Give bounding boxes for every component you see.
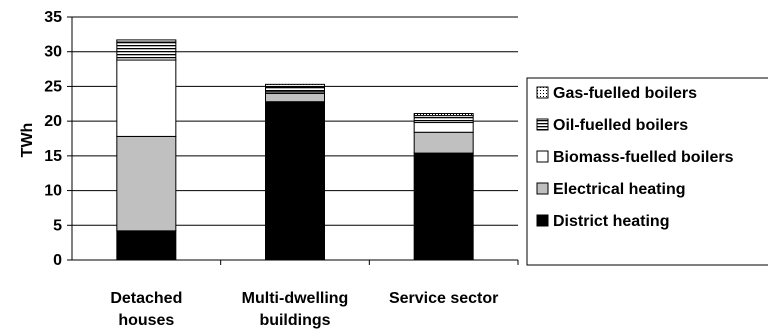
legend-label: Oil-fuelled boilers	[553, 117, 688, 134]
bar-segment	[265, 92, 325, 103]
legend-label: Gas-fuelled boilers	[553, 85, 697, 102]
legend-label: Biomass-fuelled boilers	[553, 149, 734, 166]
bar-segment	[265, 83, 325, 87]
bar-segment	[413, 113, 474, 117]
bar-segment	[116, 41, 177, 61]
legend-swatch	[536, 214, 549, 227]
y-tick-label: 25	[44, 78, 62, 95]
legend: Gas-fuelled boilers Oil-fuelled boilers Bi…	[526, 77, 768, 266]
legend-box	[526, 77, 768, 266]
legend-swatch	[536, 150, 549, 163]
bar-segment	[116, 135, 177, 232]
bar-segment	[413, 152, 474, 261]
bar-segment	[116, 39, 177, 43]
y-tick-label: 15	[44, 148, 62, 165]
x-tick-label: Multi-dwelling	[242, 290, 349, 307]
y-tick-label: 20	[44, 113, 62, 130]
legend-swatch	[536, 118, 549, 131]
y-tick-labels: 0 5 10 15 20 25 30 35	[44, 9, 62, 269]
bars	[116, 39, 474, 261]
x-tick-label: buildings	[259, 312, 330, 329]
legend-swatch	[536, 182, 549, 195]
y-tick-label: 0	[53, 252, 62, 269]
bar-segment	[116, 59, 177, 137]
x-tick-label: houses	[118, 312, 174, 329]
bar-segment	[413, 115, 474, 124]
legend-swatch	[536, 86, 549, 99]
bar-segment	[413, 122, 474, 133]
y-tick-label: 10	[44, 183, 62, 200]
x-tick-labels: Detached houses Multi-dwelling buildings Ser…	[110, 290, 498, 329]
y-tick-label: 5	[53, 217, 62, 234]
axes	[71, 17, 519, 265]
legend-label: Electrical heating	[553, 181, 686, 198]
bar-segment	[265, 85, 325, 93]
legend-label: District heating	[553, 213, 669, 230]
y-axis-label: TWh	[19, 123, 36, 158]
x-tick-label: Service sector	[389, 290, 498, 307]
bar-segment	[116, 230, 177, 261]
y-tick-label: 30	[44, 44, 62, 61]
x-tick-label: Detached	[110, 290, 182, 307]
bar-segment	[265, 101, 325, 261]
y-tick-label: 35	[44, 9, 62, 26]
bar-segment	[413, 131, 474, 154]
